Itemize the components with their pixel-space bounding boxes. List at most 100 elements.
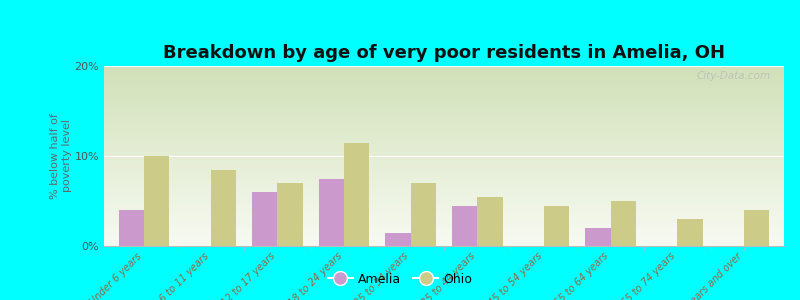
Bar	[104, 136, 784, 138]
Bar	[104, 124, 784, 125]
Bar	[104, 91, 784, 93]
Bar	[104, 221, 784, 223]
Bar	[104, 188, 784, 190]
Bar	[104, 102, 784, 104]
Bar	[104, 107, 784, 109]
Bar	[104, 170, 784, 172]
Bar	[104, 208, 784, 210]
Bar	[104, 79, 784, 80]
Bar	[104, 111, 784, 113]
Bar	[104, 71, 784, 73]
Bar	[104, 127, 784, 129]
Bar	[104, 196, 784, 197]
Bar	[104, 116, 784, 118]
Bar	[104, 217, 784, 219]
Bar	[104, 235, 784, 237]
Bar	[104, 197, 784, 199]
Bar	[104, 242, 784, 244]
Bar	[386, 232, 410, 246]
Bar	[104, 129, 784, 131]
Bar	[104, 199, 784, 201]
Bar	[610, 201, 636, 246]
Bar	[104, 97, 784, 98]
Bar	[104, 68, 784, 70]
Bar	[104, 181, 784, 183]
Bar	[104, 214, 784, 215]
Bar	[104, 165, 784, 167]
Bar	[104, 125, 784, 127]
Bar	[104, 80, 784, 82]
Bar	[104, 178, 784, 179]
Y-axis label: % below half of
poverty level: % below half of poverty level	[50, 113, 72, 199]
Bar	[104, 151, 784, 152]
Bar	[252, 192, 278, 246]
Bar	[104, 160, 784, 161]
Bar	[104, 84, 784, 86]
Bar	[104, 241, 784, 242]
Bar	[104, 73, 784, 75]
Bar	[104, 203, 784, 205]
Bar	[104, 169, 784, 170]
Bar	[452, 206, 478, 246]
Bar	[104, 98, 784, 100]
Bar	[104, 167, 784, 169]
Bar	[104, 215, 784, 217]
Bar	[104, 70, 784, 71]
Bar	[104, 95, 784, 97]
Bar	[104, 205, 784, 206]
Bar	[104, 122, 784, 124]
Bar	[104, 109, 784, 111]
Bar	[104, 237, 784, 239]
Bar	[104, 152, 784, 154]
Bar	[104, 142, 784, 143]
Bar	[104, 149, 784, 151]
Bar	[104, 156, 784, 158]
Bar	[278, 183, 302, 246]
Bar	[104, 244, 784, 246]
Bar	[104, 120, 784, 122]
Bar	[104, 232, 784, 233]
Bar	[104, 224, 784, 226]
Bar	[344, 142, 370, 246]
Bar	[104, 100, 784, 102]
Bar	[586, 228, 610, 246]
Bar	[144, 156, 170, 246]
Bar	[104, 194, 784, 196]
Bar	[104, 179, 784, 181]
Bar	[678, 219, 702, 246]
Bar	[544, 206, 570, 246]
Bar	[104, 104, 784, 106]
Bar	[104, 187, 784, 188]
Bar	[104, 192, 784, 194]
Bar	[478, 196, 502, 246]
Bar	[104, 93, 784, 95]
Legend: Amelia, Ohio: Amelia, Ohio	[322, 268, 478, 291]
Bar	[104, 190, 784, 192]
Bar	[104, 133, 784, 134]
Bar	[104, 212, 784, 214]
Bar	[104, 183, 784, 185]
Bar	[104, 172, 784, 174]
Bar	[104, 174, 784, 176]
Bar	[104, 115, 784, 116]
Bar	[104, 82, 784, 84]
Bar	[104, 239, 784, 241]
Bar	[104, 233, 784, 235]
Bar	[104, 66, 784, 68]
Bar	[104, 118, 784, 120]
Bar	[210, 169, 236, 246]
Bar	[104, 176, 784, 178]
Bar	[318, 178, 344, 246]
Bar	[104, 145, 784, 147]
Bar	[104, 143, 784, 145]
Bar	[104, 228, 784, 230]
Bar	[104, 138, 784, 140]
Bar	[410, 183, 436, 246]
Bar	[104, 113, 784, 115]
Bar	[104, 201, 784, 203]
Text: City-Data.com: City-Data.com	[696, 71, 770, 81]
Title: Breakdown by age of very poor residents in Amelia, OH: Breakdown by age of very poor residents …	[163, 44, 725, 62]
Bar	[744, 210, 770, 246]
Bar	[104, 161, 784, 163]
Bar	[104, 77, 784, 79]
